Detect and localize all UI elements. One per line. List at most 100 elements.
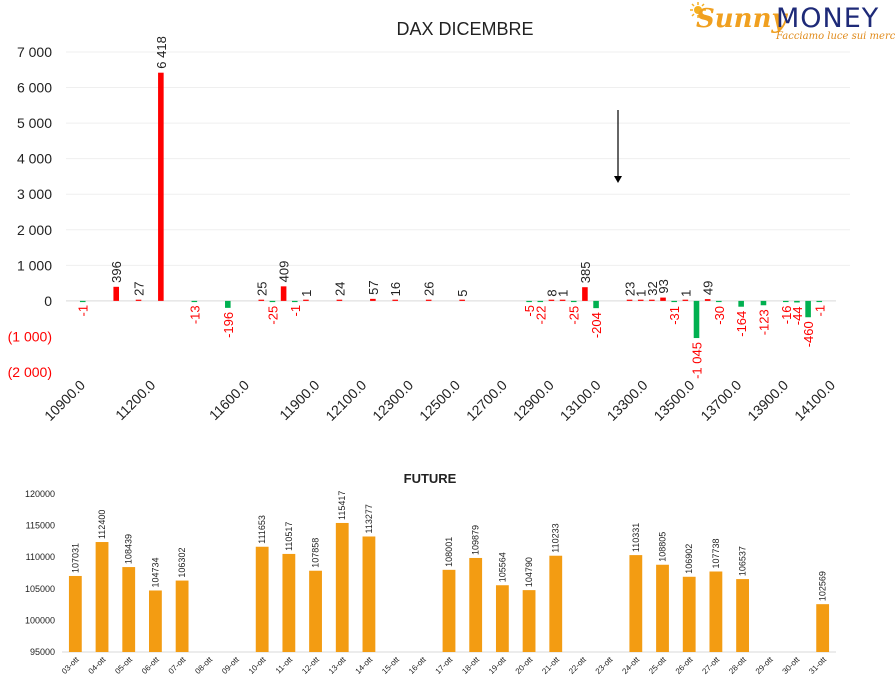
bar [537,300,544,303]
data-label: 8 [544,289,559,296]
bar [95,542,109,652]
y-tick-label: 6 000 [17,80,52,96]
bar [459,299,465,301]
x-tick-label: 13-ott [327,655,348,676]
data-label: -1 [288,305,303,317]
x-tick-label: 22-ott [567,655,588,676]
bar [495,585,509,652]
data-label: 32 [645,281,660,295]
x-tick-label: 23-ott [594,655,615,676]
data-label: 1 [678,290,693,297]
data-label: -13 [187,305,202,324]
x-tick-label: 10900.0 [41,377,88,424]
data-label: -164 [734,311,749,337]
data-label: -31 [667,306,682,325]
y-tick-label: 115000 [26,521,55,531]
x-tick-label: 03-ott [60,655,81,676]
y-tick-label: 7 000 [17,44,52,60]
bar [291,300,298,303]
sun-icon [690,2,706,18]
data-label: -44 [790,306,805,325]
x-tick-label: 26-ott [674,655,695,676]
data-label: 16 [388,282,403,296]
data-label: -1 [812,305,827,317]
data-label: 24 [332,282,347,296]
x-tick-label: 31-ott [807,655,828,676]
x-tick-label: 13100.0 [557,377,604,424]
bar [282,553,296,652]
y-tick-label: 120000 [25,489,55,499]
bar [626,299,633,301]
x-tick-label: 09-ott [220,655,241,676]
bar [309,570,322,652]
data-label: 110331 [631,523,641,552]
data-label: -1 045 [690,342,705,379]
data-label: 104734 [150,557,160,587]
bar [549,555,563,652]
x-tick-label: 25-ott [647,655,668,676]
data-label: 106537 [738,546,748,576]
bar [79,300,86,303]
data-label: -123 [756,309,771,335]
x-tick-label: 13500.0 [650,377,697,424]
dax-dicembre-chart: DAX DICEMBRE 7 000 6 000 5 000 4 000 3 000 2 … [8,19,850,424]
data-label: 27 [132,281,147,295]
bar [782,300,789,303]
x-tick-label: 12900.0 [510,377,557,424]
bar [816,300,823,303]
data-label: 1 [556,290,571,297]
data-label: -25 [265,306,280,325]
bar [370,298,376,301]
data-label: 57 [366,280,381,294]
data-label: -22 [533,306,548,325]
y-tick-label: 1 000 [17,257,52,273]
data-label: 107858 [311,538,321,568]
bar [442,569,456,652]
bar [738,300,744,307]
bar [709,571,723,652]
y-tick-label: 110000 [26,552,55,562]
bar [175,580,189,652]
data-label: 93 [656,279,671,293]
data-label: 26 [422,281,437,295]
data-label: 25 [254,282,269,296]
x-tick-label: 13700.0 [697,377,744,424]
x-tick-label: 13900.0 [744,377,791,424]
bar [336,299,343,301]
bar [693,300,700,339]
y-tick-label: 105000 [25,584,55,594]
x-tick-label: 08-ott [193,655,214,676]
data-label: 1 [634,290,649,297]
data-label: -204 [589,312,604,338]
data-label: 1 [299,290,314,297]
data-label: 109879 [471,525,481,555]
y-tick-label: 100000 [25,615,55,625]
sunny-money-logo: Sunny MONEY Facciamo luce sui mercati [688,2,895,44]
arrow-annotation [614,110,622,183]
data-label: 49 [701,281,716,295]
x-tick-label: 12100.0 [322,377,369,424]
y-tick-label: 0 [44,293,52,309]
data-label: -1 [76,305,91,317]
x-tick-label: 04-ott [87,655,108,676]
logo-brand-text: MONEY [776,3,880,34]
bar [548,299,555,301]
x-tick-label: 10-ott [247,655,268,676]
x-tick-label: 19-ott [487,655,508,676]
bar [559,299,566,301]
data-label: 5 [455,289,470,296]
bar [760,300,767,306]
data-label: 108001 [444,537,454,567]
data-label: 409 [277,261,292,283]
data-label: 6 418 [154,36,169,69]
data-label: 23 [623,282,638,296]
x-tick-label: 14-ott [354,655,375,676]
bar [425,299,432,301]
x-tick-label: 21-ott [540,655,561,676]
bar [469,557,483,652]
x-tick-label: 11900.0 [276,377,323,424]
bar [269,300,276,303]
x-tick-label: 11600.0 [206,377,253,424]
logo-script-text: Sunny [696,4,787,34]
x-tick-label: 30-ott [781,655,802,676]
